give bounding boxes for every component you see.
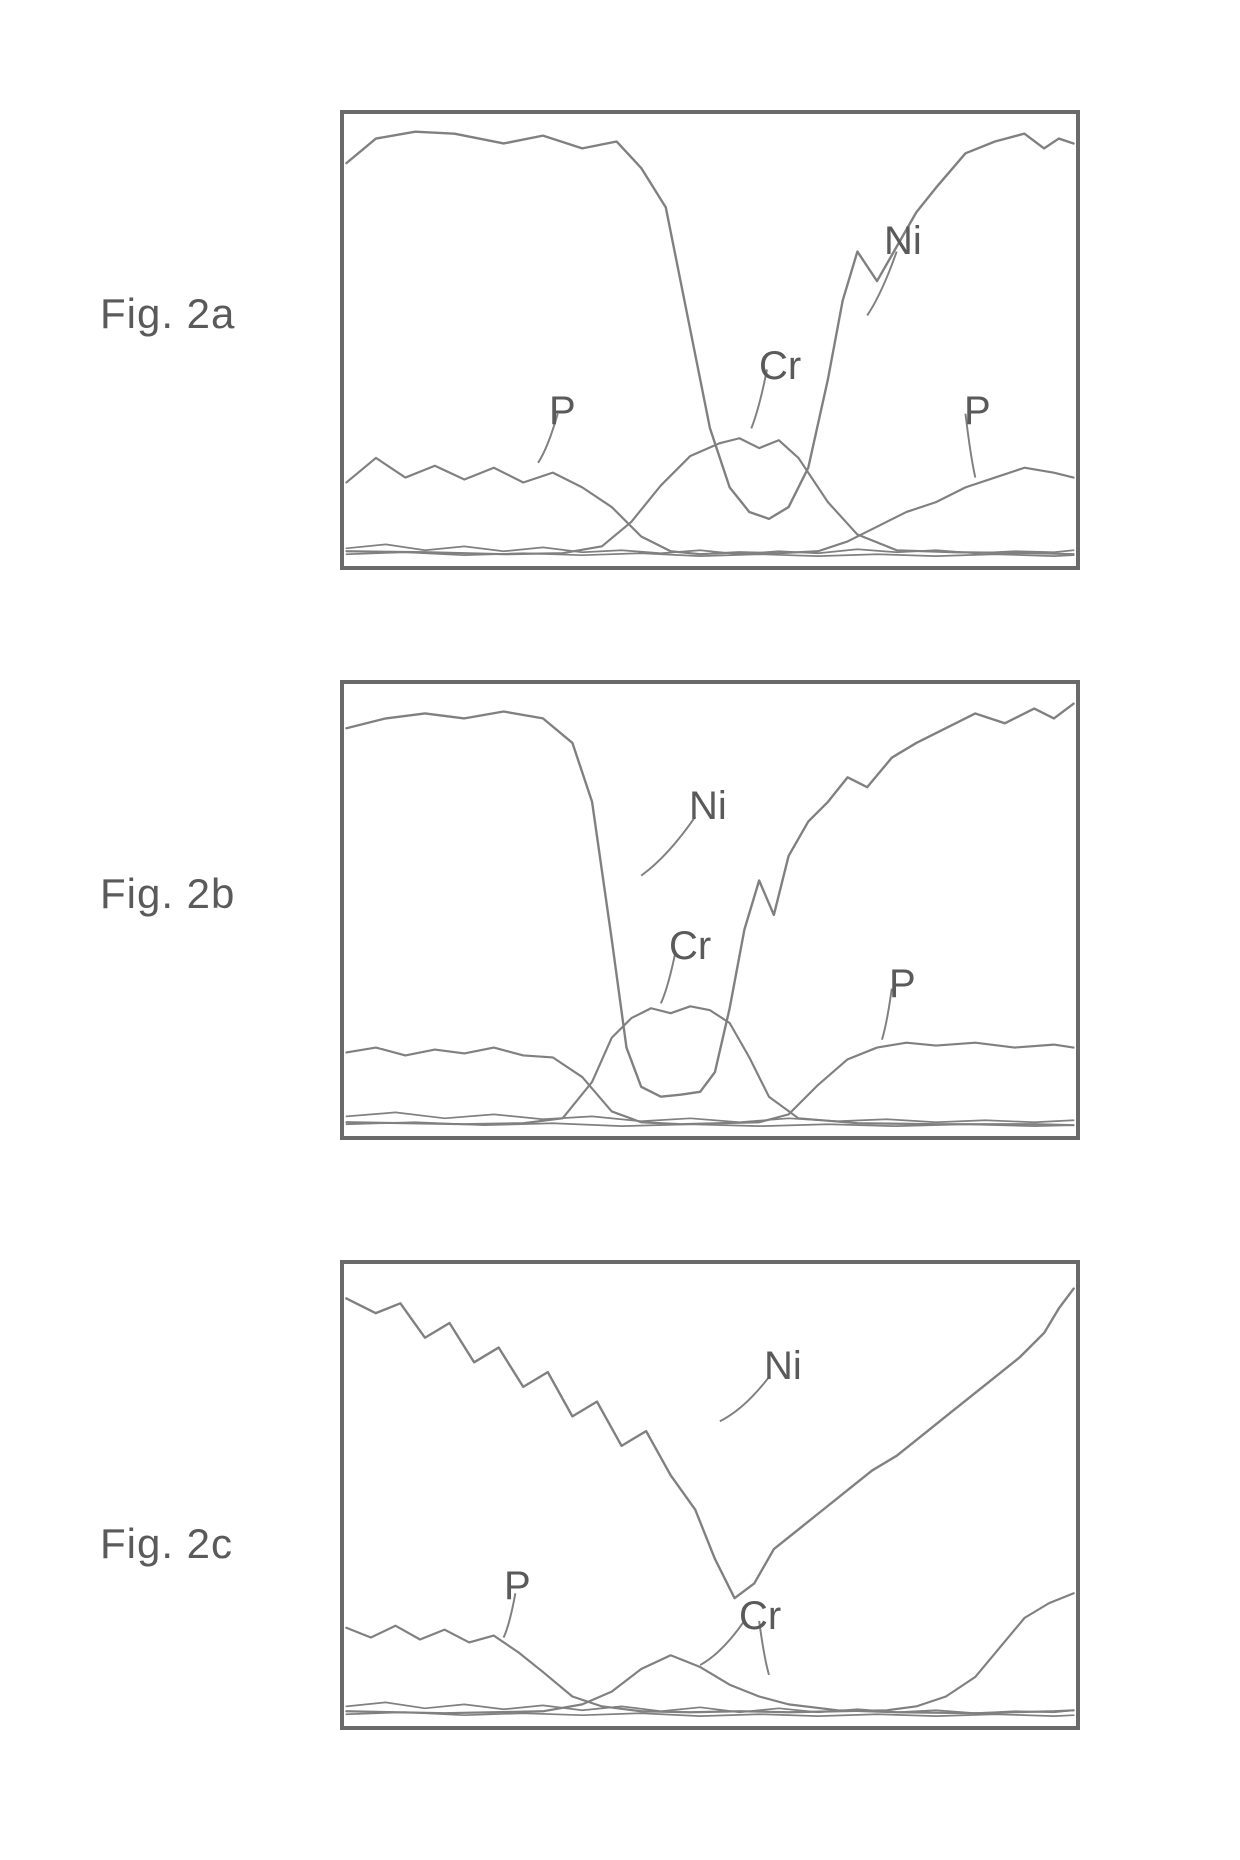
svg-fig-a <box>344 114 1076 566</box>
svg-fig-b <box>344 684 1076 1136</box>
panel-fig-b: Ni Cr P <box>340 680 1080 1140</box>
svg-fig-c <box>344 1264 1076 1726</box>
panel-fig-a: Ni Cr P P <box>340 110 1080 570</box>
page-root: Fig. 2a Ni Cr P P Fig. 2b Ni Cr P Fig. 2… <box>0 0 1240 1860</box>
panel-fig-c: Ni Cr P <box>340 1260 1080 1730</box>
fig-a-label: Fig. 2a <box>100 290 235 338</box>
fig-b-label: Fig. 2b <box>100 870 235 918</box>
fig-c-label: Fig. 2c <box>100 1520 233 1568</box>
